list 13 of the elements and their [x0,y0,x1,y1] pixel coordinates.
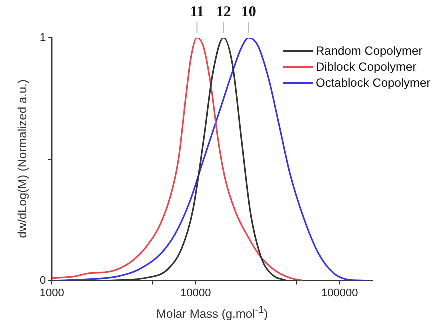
y-axis-title: dw/dLog(M) (Normalized a.u.) [14,80,29,239]
legend-label: Diblock Copolymer [316,60,417,74]
x-tick-label: 10000 [180,287,212,300]
annotation: 10 [241,4,256,20]
y-tick-label: 0 [40,274,46,287]
legend-label: Octablock Copolymer [316,76,431,90]
y-tick-label: 1 [40,32,46,44]
x-axis-title: Molar Mass (g.mol$^{-1}$) [156,304,268,321]
x-tick-label: 100000 [321,287,358,300]
legend-label: Random Copolymer [316,44,423,58]
annotation: 11 [190,4,204,20]
x-tick-label: 1000 [40,287,64,300]
annotation: 12 [216,4,232,20]
